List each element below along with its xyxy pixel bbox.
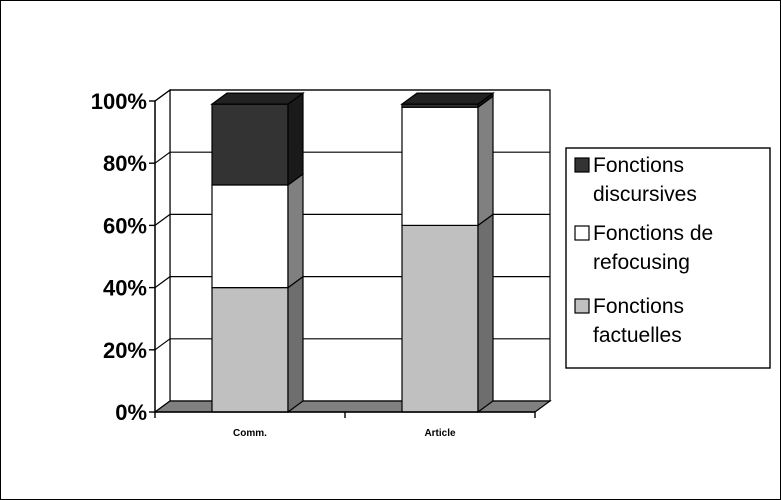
bar-top [400, 92, 495, 105]
y-tick-label: 60% [103, 213, 147, 238]
bar-top [210, 92, 305, 105]
legend-label: Fonctions [593, 154, 684, 177]
bars [210, 91, 495, 414]
x-tick-label: Comm. [233, 428, 267, 439]
gridline [154, 89, 550, 102]
bar-segment [211, 103, 289, 186]
bar-segment [211, 287, 289, 413]
y-tick-label: 40% [103, 276, 147, 301]
legend-label: discursives [593, 183, 697, 206]
legend-label: Fonctions [593, 295, 684, 318]
y-tick-label: 0% [115, 400, 147, 425]
legend: Fonctions discursives Fonctions de refocusi… [565, 147, 771, 369]
bar-segment-side [287, 275, 304, 414]
y-tick-label: 100% [91, 89, 147, 114]
axes: 0% 20% 40% 60% 80% 100% Comm. Article [91, 89, 536, 439]
legend-label: refocusing [593, 251, 690, 274]
bar-segment [401, 224, 479, 413]
bar-segment-side [287, 91, 304, 187]
legend-swatch [574, 225, 590, 241]
x-tick-label: Article [424, 428, 456, 439]
bar-segment [211, 184, 289, 289]
bar-segment-side [287, 172, 304, 289]
legend-label: Fonctions de [593, 222, 713, 245]
y-tick-label: 20% [103, 338, 147, 363]
bar-segment-side [477, 95, 494, 227]
bar-segment-side [477, 213, 494, 414]
legend-label: factuelles [593, 324, 682, 347]
legend-box [565, 147, 771, 369]
legend-swatch [574, 298, 590, 314]
legend-swatch [574, 157, 590, 173]
side-wall [154, 88, 171, 414]
bar-segment [401, 106, 479, 227]
y-tick-label: 80% [103, 151, 147, 176]
